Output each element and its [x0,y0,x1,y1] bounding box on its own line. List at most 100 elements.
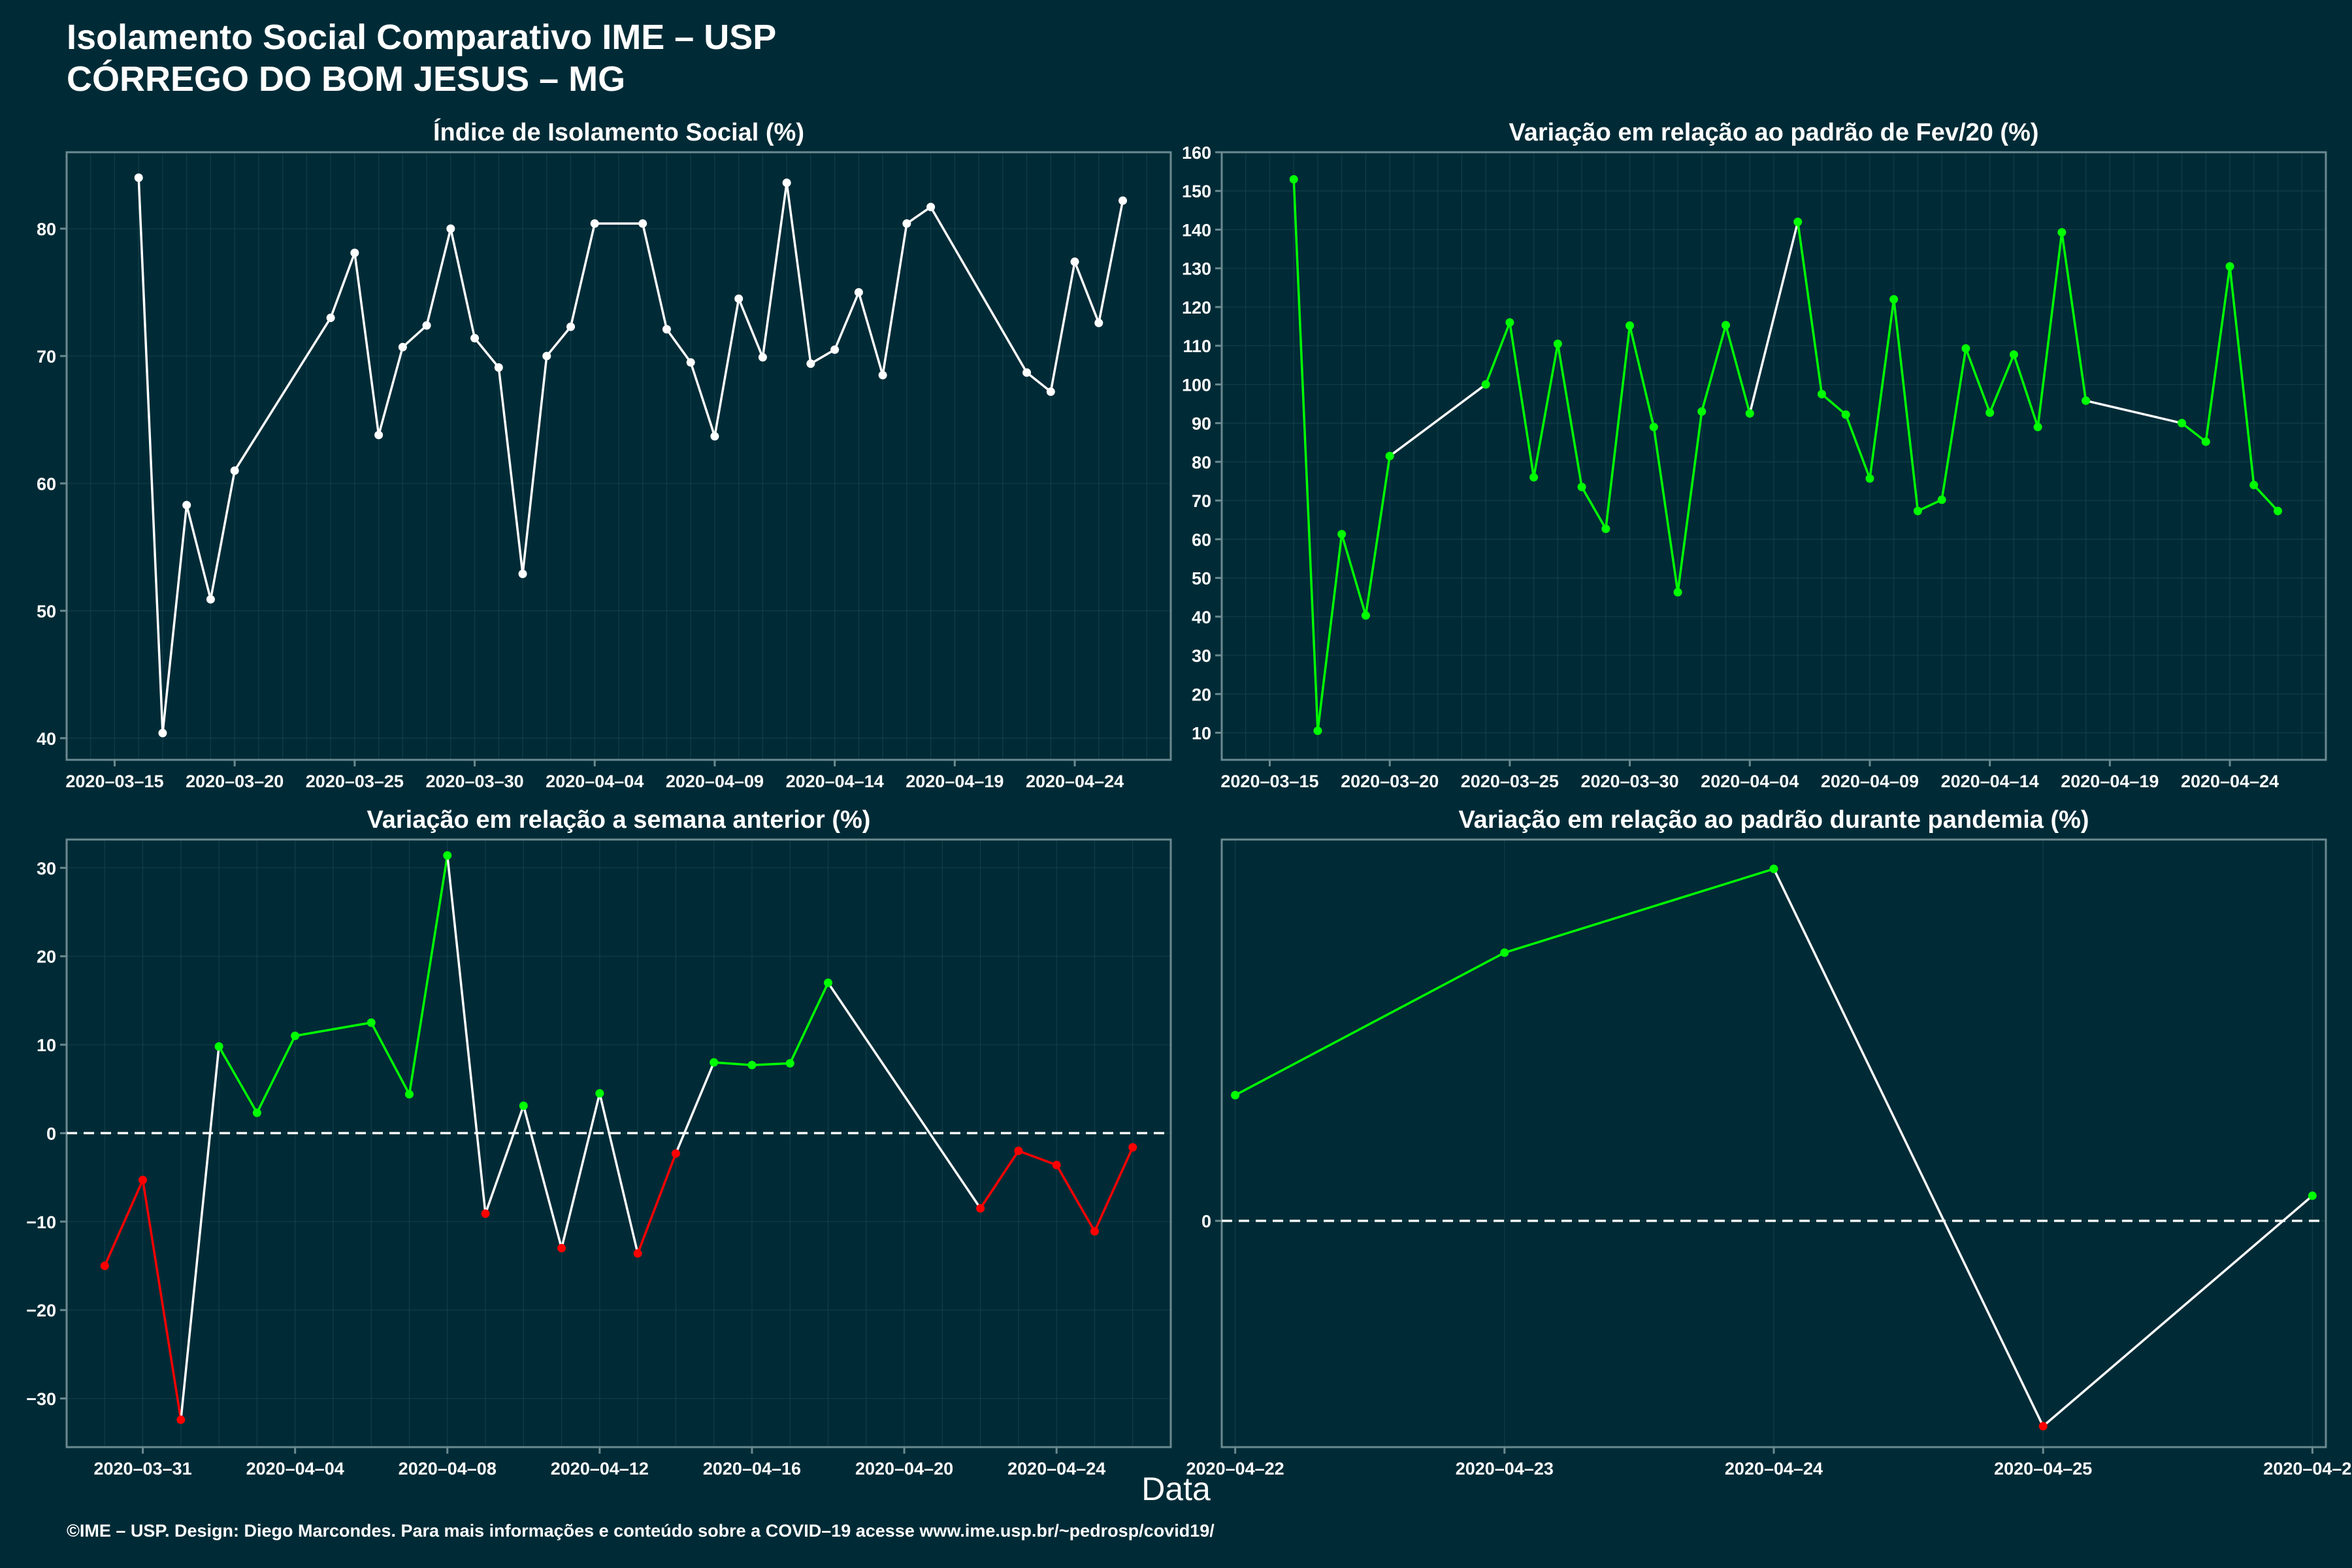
series-segment [1098,199,1124,325]
series-segment [522,1104,563,1250]
series-segment [1509,321,1535,479]
data-point [1577,482,1586,491]
series-segment [446,854,487,1215]
data-point [1128,1143,1137,1152]
data-point [633,1249,642,1258]
chart-title: Índice de Isolamento Social (%) [433,118,804,146]
data-point [2178,419,2187,428]
data-point [1529,473,1539,482]
data-point [134,173,143,182]
data-point [2308,1191,2317,1200]
chart-vs-pandemic: Variação em relação ao padrão durante pa… [1186,806,2352,1478]
data-point [1553,339,1562,348]
data-point [1985,408,1995,417]
data-point [494,363,503,372]
y-tick-label: 10 [37,1036,56,1055]
series-segment [1844,413,1871,480]
series-segment [1073,260,1100,325]
data-point [1865,474,1874,483]
data-point [734,294,743,303]
series-segment [425,227,452,327]
series-segment [598,1092,639,1255]
data-point [747,1060,757,1070]
chart-title: Variação em relação ao padrão de Fev/20 … [1509,119,2038,146]
data-point [100,1261,109,1270]
y-tick-label: 40 [1192,608,1211,627]
series-segment [1055,1164,1096,1233]
x-tick-label: 2020–03–25 [1461,772,1559,791]
data-point [662,325,671,334]
y-tick-label: 130 [1182,259,1211,279]
series-segment [1676,410,1703,594]
footer-credits: ©IME – USP. Design: Diego Marcondes. Par… [67,1521,1215,1541]
data-point [176,1415,186,1424]
x-tick-label: 2020–04–19 [2061,772,2159,791]
data-point [758,353,767,362]
data-point [252,1108,261,1117]
data-point [2274,506,2283,515]
series-segment [1340,532,1367,617]
series-segment [1364,455,1391,617]
y-tick-label: 110 [1183,336,1211,356]
series-segment [674,1061,715,1155]
y-tick-label: 20 [37,947,56,967]
data-point [2033,423,2042,432]
x-tick-label: 2020–03–25 [306,772,404,791]
x-tick-label: 2020–03–15 [1220,772,1318,791]
data-point [1361,611,1370,620]
data-point [976,1203,985,1213]
data-point [404,1090,414,1099]
data-point [1889,295,1899,304]
data-point [367,1018,376,1027]
series-segment [1316,532,1343,732]
series-segment [1532,342,1560,479]
data-point [214,1042,223,1051]
data-point [1673,588,1682,597]
data-point [542,351,551,361]
plot-border [65,151,1172,761]
series-segment [449,227,476,340]
data-point [1313,727,1322,736]
x-tick-label: 2020–04–08 [399,1459,497,1478]
data-point [710,432,719,441]
y-tick-label: 0 [46,1124,56,1143]
data-point [2082,396,2091,405]
y-tick-label: 80 [37,220,56,239]
plot-border [65,838,1172,1448]
data-point [2201,437,2210,446]
data-point [671,1149,680,1158]
data-point [2038,1422,2048,1431]
data-point [374,431,384,440]
x-tick-label: 2020–04–26 [2263,1459,2352,1478]
data-point [158,728,167,738]
data-point [1841,410,1850,419]
series-segment [713,297,740,438]
series-segment [761,182,788,359]
series-segment [209,469,236,601]
chart-vs-previous-week: Variação em relação a semana anterior (%… [26,806,1172,1478]
series-segment [1916,498,1943,512]
data-point [1289,174,1298,184]
y-tick-label: 70 [1192,491,1211,511]
chart-isolation: Índice de Isolamento Social (%) 40 50 60 70 8… [37,118,1172,791]
x-tick-label: 2020–03–20 [1341,772,1439,791]
data-point [1337,530,1347,539]
data-point [1014,1147,1023,1156]
x-axis-title: Data [1141,1471,1211,1507]
x-tick-label: 2020–04–24 [1725,1459,1823,1478]
series-segment [1772,868,2044,1428]
series-segment [1292,178,1319,732]
series-segment [473,336,500,369]
page-title: Isolamento Social Comparativo IME – USP [67,18,777,57]
series-segment [1940,347,1967,501]
series-segment [737,297,764,359]
series-segment [1748,220,1799,415]
series-segment [2042,1194,2314,1428]
series-segment [1049,260,1076,393]
series-segment [751,1062,791,1066]
data-point [785,1058,794,1068]
data-point [230,466,239,475]
series-segment [689,361,716,438]
